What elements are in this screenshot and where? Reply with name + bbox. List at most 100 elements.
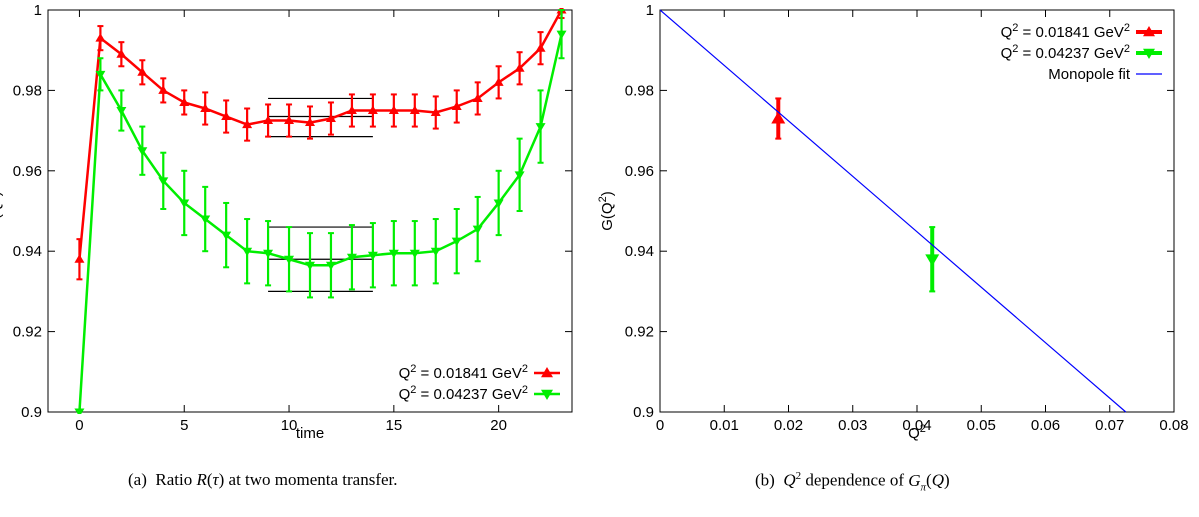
series-line: [78, 33, 563, 413]
plot-frame: [47, 9, 573, 413]
monopole-fit-line: [660, 9, 1127, 413]
x-tick-label: 5: [180, 417, 188, 434]
data-point: [242, 247, 253, 257]
x-tick-label: 0.04: [902, 417, 931, 434]
data-point: [535, 123, 546, 132]
series-2: [74, 9, 567, 414]
legend-label: Q2​ = 0.01841 GeV2​: [1001, 22, 1130, 41]
data-point: [325, 113, 336, 123]
data-point: [95, 70, 106, 80]
x-tick-label: 0.07: [1095, 417, 1124, 434]
legend-marker: [541, 367, 553, 378]
y-tick-label: 0.9: [633, 404, 654, 421]
data-point: [493, 199, 504, 208]
legend: Q2​ = 0.01841 GeV2​ Q2​ = 0.04237 GeV2​: [399, 363, 560, 403]
data-point: [472, 225, 483, 235]
data-point: [388, 105, 399, 114]
y-tick-label: 0.96: [13, 163, 42, 180]
series-3: [660, 9, 1127, 413]
data-point: [430, 247, 441, 257]
y-tick-label: 0.94: [625, 243, 654, 260]
data-point: [925, 254, 940, 267]
x-axis-label: time: [296, 425, 324, 442]
x-tick-label: 0.03: [838, 417, 867, 434]
data-point: [263, 115, 274, 125]
y-axis-label: G(Q2​): [597, 191, 616, 230]
data-point: [200, 215, 211, 225]
legend-label: Q2​ = 0.04237 GeV2​: [1001, 43, 1130, 62]
data-point: [74, 408, 85, 414]
data-point: [451, 101, 462, 110]
caption-a: (a) Ratio R(τ) at two momenta transfer.: [128, 470, 398, 489]
data-point: [158, 85, 169, 94]
data-point: [137, 67, 148, 76]
data-layer: [74, 8, 567, 414]
series-1: [771, 97, 786, 140]
data-point: [305, 261, 315, 271]
y-axis-label: G(Q2​): [0, 191, 4, 230]
x-tick-label: 0: [75, 417, 83, 434]
data-point: [409, 105, 420, 114]
data-point: [116, 49, 127, 58]
data-point: [367, 105, 378, 114]
legend-marker: [1143, 48, 1155, 59]
data-point: [284, 115, 295, 125]
x-tick-label: 0.01: [710, 417, 739, 434]
chart-panel-b: 0.9 0.92 0.94 0.96 0.98 1 0 0.01 0.02 0.03 0.04 0.0…: [597, 2, 1189, 442]
data-point: [95, 33, 106, 42]
data-layer: [660, 9, 1127, 413]
series-1: [74, 8, 567, 281]
series-line: [78, 9, 563, 260]
x-tick-label: 0: [656, 417, 664, 434]
data-point: [116, 107, 127, 116]
x-tick-label: 0.06: [1031, 417, 1060, 434]
data-point: [430, 107, 441, 117]
data-point: [200, 103, 211, 112]
y-tick-label: 0.98: [13, 82, 42, 99]
data-point: [535, 43, 546, 52]
data-point: [284, 255, 295, 265]
data-point: [451, 237, 462, 247]
data-point: [74, 254, 85, 263]
chart-panel-a: 0.90.920.940.960.98105101520timeG(Q2​)Q2…: [0, 2, 573, 442]
data-point: [493, 77, 504, 86]
data-point: [221, 111, 232, 121]
x-tick-label: 10: [281, 417, 298, 434]
y-tick-label: 0.92: [625, 324, 654, 341]
data-point: [179, 199, 190, 208]
x-tick-label: 0.02: [774, 417, 803, 434]
y-tick-label: 0.98: [625, 82, 654, 99]
data-point: [263, 249, 274, 259]
x-axis-label: Q2​: [908, 423, 926, 442]
caption-b: (b) Q2 dependence of Gπ(Q): [755, 470, 950, 494]
y-tick-label: 0.92: [13, 324, 42, 341]
legend-marker: [1143, 26, 1155, 37]
legend: Q2​ = 0.01841 GeV2​ Q2​ = 0.04237 GeV2​ Mo…: [1001, 22, 1162, 83]
y-tick-label: 0.94: [13, 243, 42, 260]
data-point: [221, 231, 232, 241]
data-point: [325, 261, 336, 271]
legend-label: Monopole fit: [1048, 66, 1131, 83]
x-tick-label: 20: [490, 417, 507, 434]
legend-label: Q2​ = 0.04237 GeV2​: [399, 384, 528, 403]
y-tick-label: 1: [646, 2, 654, 19]
data-point: [514, 171, 525, 180]
x-tick-label: 0.05: [967, 417, 996, 434]
x-tick-label: 15: [385, 417, 402, 434]
data-point: [409, 249, 420, 259]
data-point: [179, 97, 190, 106]
data-point: [137, 147, 148, 156]
legend-label: Q2​ = 0.01841 GeV2​: [399, 363, 528, 382]
data-point: [367, 251, 378, 261]
data-point: [158, 177, 169, 186]
x-tick-label: 0.08: [1159, 417, 1188, 434]
y-tick-label: 0.9: [21, 404, 42, 421]
legend-marker: [541, 389, 553, 400]
data-point: [556, 30, 567, 40]
data-point: [514, 63, 525, 72]
y-tick-label: 1: [34, 2, 42, 19]
series-2: [925, 226, 940, 293]
y-tick-label: 0.96: [625, 163, 654, 180]
data-point: [472, 93, 483, 102]
